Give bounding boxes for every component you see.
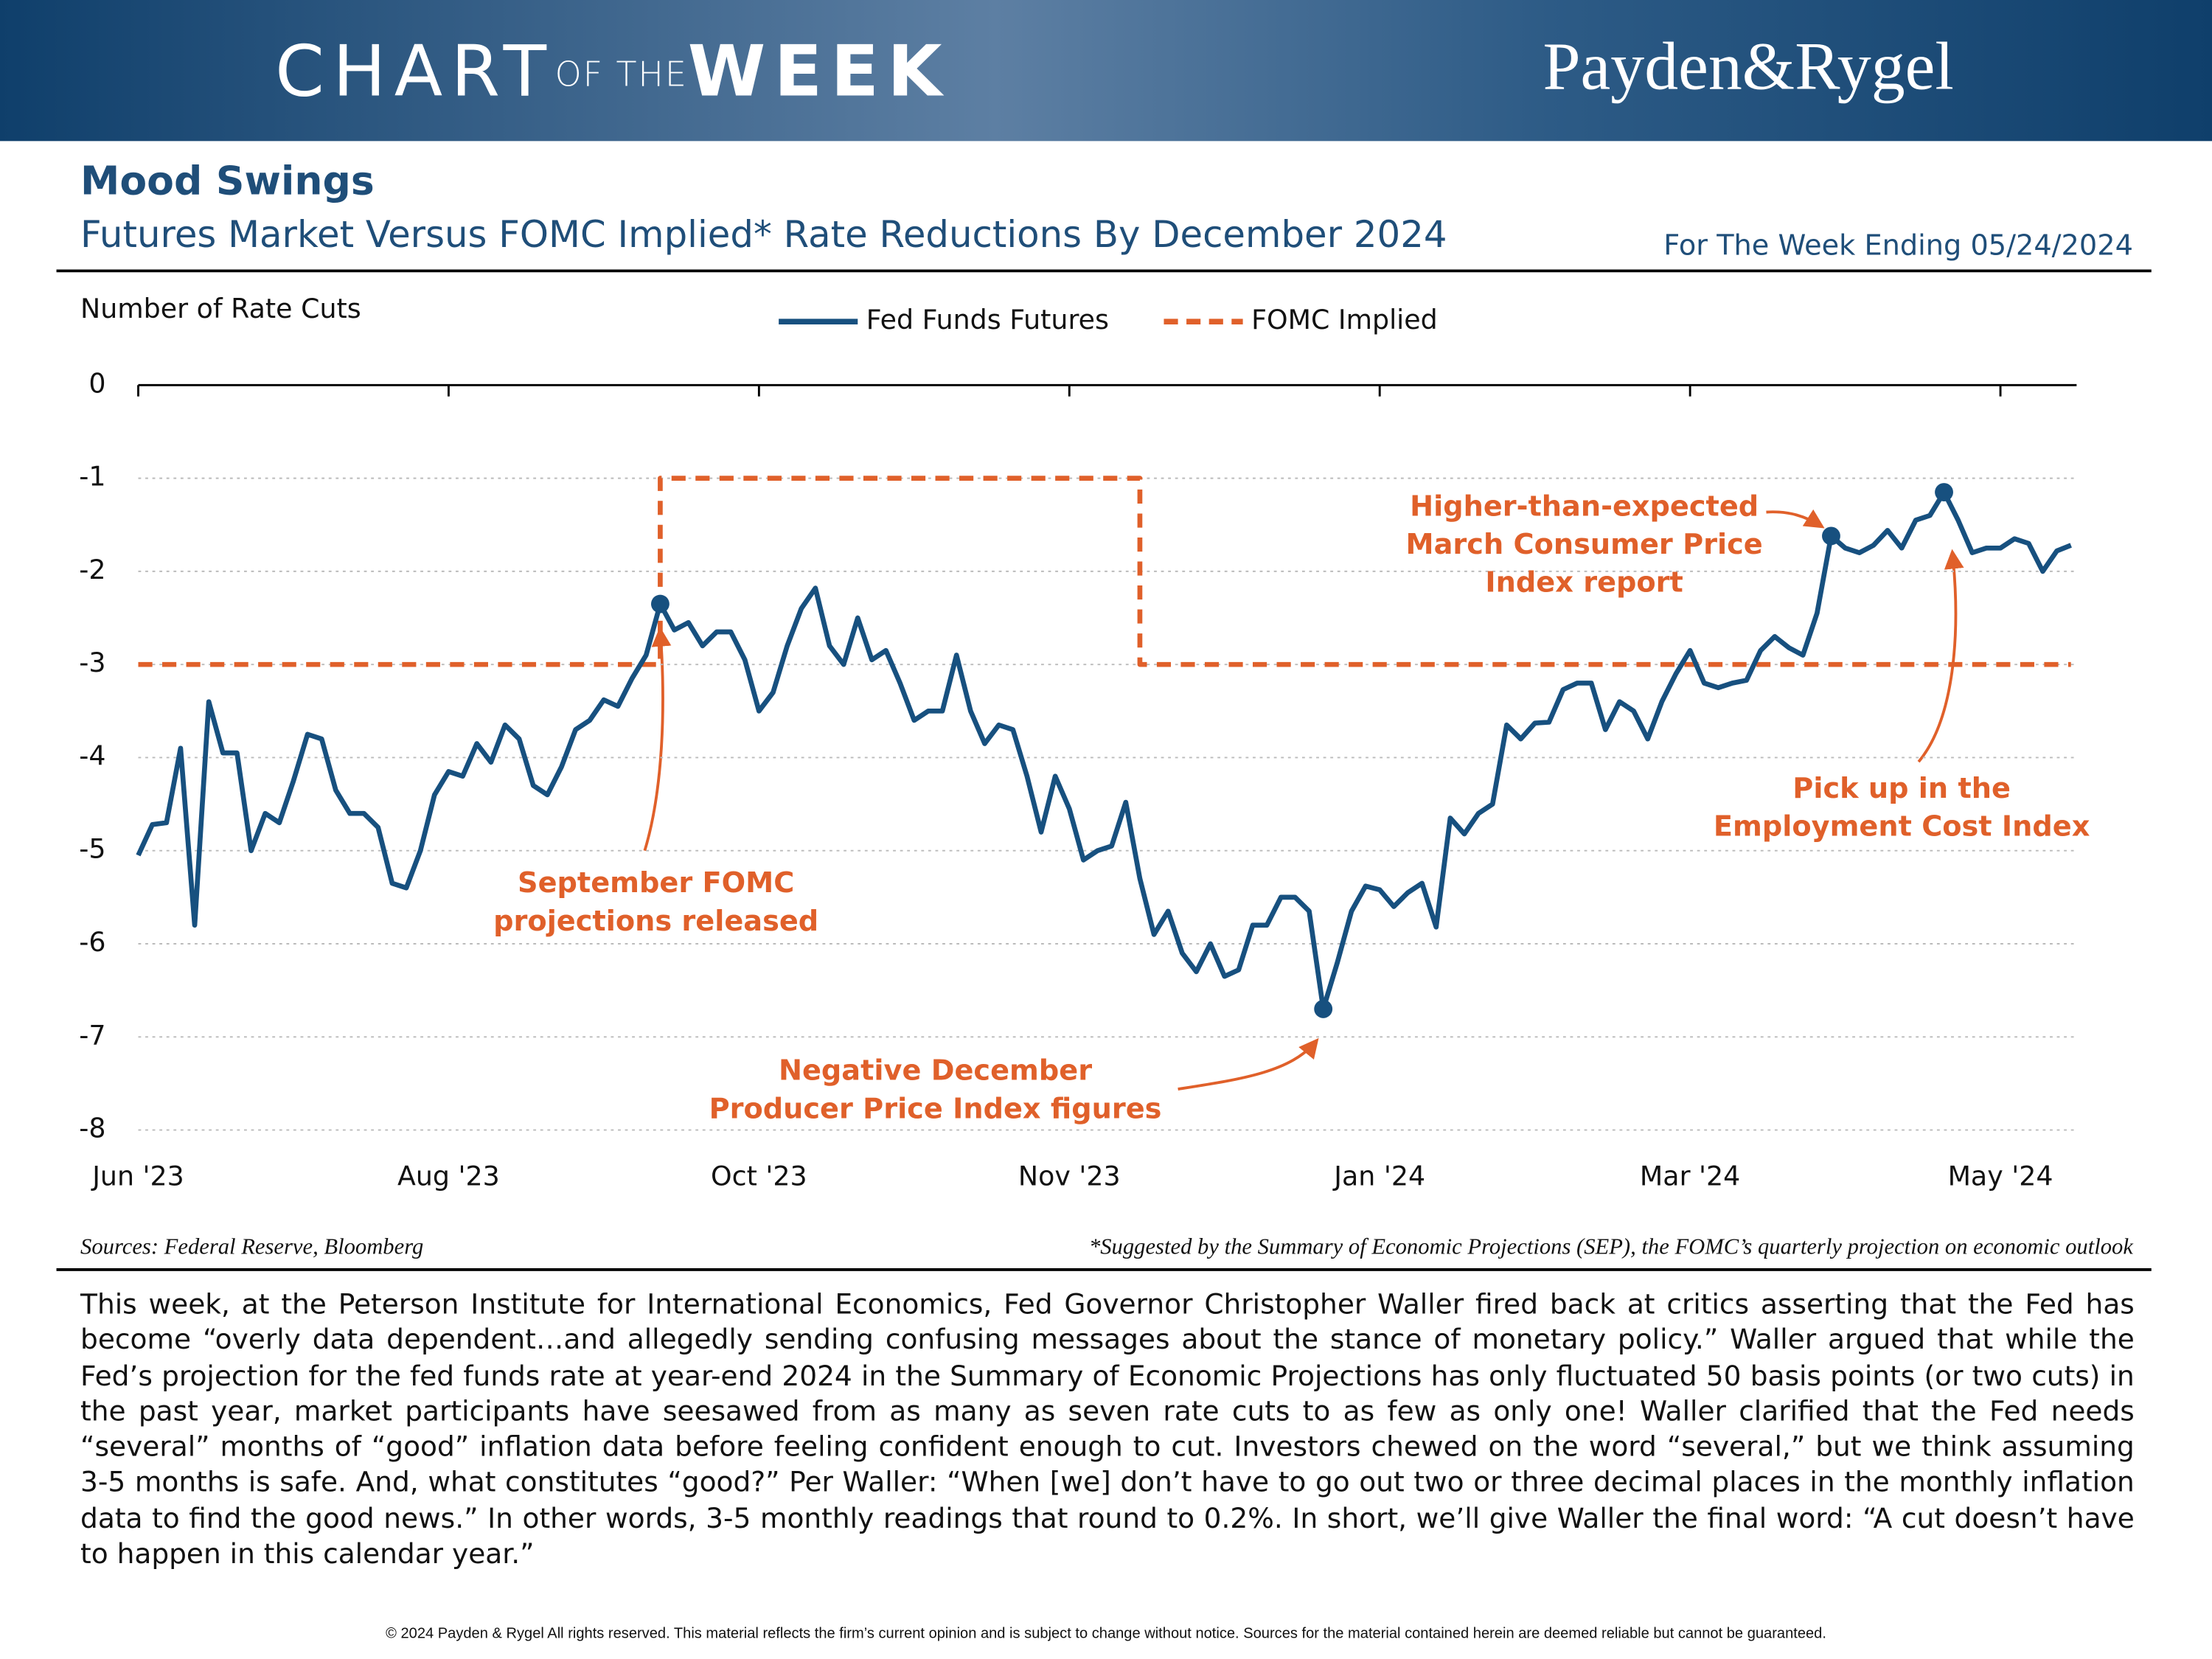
y-tick-label: -2 [79,554,105,585]
y-tick-label: -1 [79,461,105,493]
chart-subtitle: Futures Market Versus FOMC Implied* Rate… [80,213,1447,256]
y-tick-label: -5 [79,833,105,865]
source: Sources: Federal Reserve, Bloomberg [80,1234,423,1259]
y-tick-label: -6 [79,926,105,958]
chart-title: Mood Swings [80,157,375,204]
series-line [138,476,2071,667]
annotation: September FOMC [518,866,794,900]
highlight-point [1822,526,1840,546]
y-tick-label: -4 [79,740,105,771]
y-tick-label: -3 [79,647,105,678]
arrow [1178,1037,1319,1091]
arrow [1766,509,1825,529]
body-text: This week, at the Peterson Institute for… [80,1287,2135,1571]
brand: Payden&Rygel [1543,29,1953,104]
logo-part: WEEK [688,30,950,113]
x-tick-label: Jan '24 [1332,1161,1425,1192]
footnote: *Suggested by the Summary of Economic Pr… [1089,1234,2134,1259]
highlight-point [1314,999,1333,1018]
annotation: Index report [1485,566,1683,599]
header-band [0,0,2212,142]
date-note: For The Week Ending 05/24/2024 [1663,229,2133,262]
x-tick-label: Jun '23 [91,1161,184,1192]
annotation: Higher-than-expected [1410,490,1759,523]
arrow [1917,549,1964,763]
y-tick-label: 0 [88,367,105,399]
highlight-point [1935,483,1953,501]
header-logo: CHARTOF THEWEEK [275,30,950,113]
y-tick-label: -7 [79,1019,105,1051]
annotation: projections released [493,905,818,938]
logo-part: CHART [275,30,555,113]
x-tick-label: Nov '23 [1018,1161,1121,1192]
legend-label: Fed Funds Futures [866,304,1109,335]
x-tick-label: Aug '23 [397,1161,500,1192]
annotation: Negative December [779,1054,1092,1088]
x-tick-label: May '24 [1948,1161,2053,1192]
annotation: March Consumer Price [1406,528,1763,561]
arrow [643,626,672,852]
y-tick-label: -8 [79,1113,105,1144]
annotation-arrows [643,509,1964,1091]
legend-label: FOMC Implied [1251,304,1438,335]
series-line [136,490,2072,1012]
annotation: Pick up in the [1792,772,2011,805]
footer: © 2024 Payden & Rygel All rights reserve… [386,1625,1826,1643]
highlight-point [650,594,669,613]
annotation: Employment Cost Index [1714,810,2090,844]
y-axis-label: Number of Rate Cuts [80,293,361,324]
annotation: Producer Price Index figures [709,1092,1162,1125]
x-tick-label: Mar '24 [1640,1161,1740,1192]
x-tick-label: Oct '23 [711,1161,807,1192]
logo-part: OF THE [555,54,688,94]
